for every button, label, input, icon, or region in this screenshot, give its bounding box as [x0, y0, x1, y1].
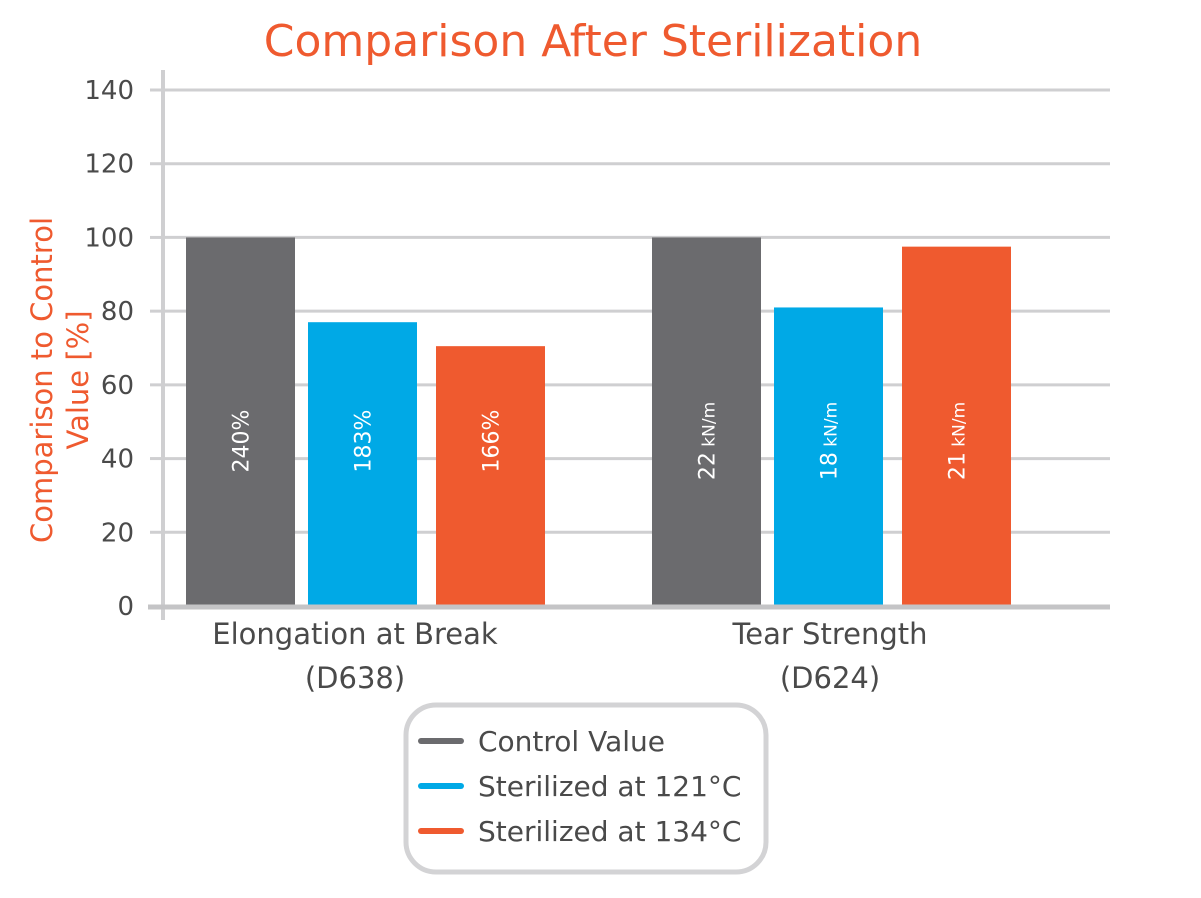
legend-label: Control Value — [478, 725, 665, 758]
bar — [186, 237, 295, 606]
bar-value: 21 — [946, 452, 971, 480]
bar — [774, 307, 883, 606]
bar-value-label: 183% — [352, 410, 377, 473]
x-tick-label: Tear Strength — [732, 617, 928, 651]
bar-value: 18 — [818, 452, 843, 480]
y-tick-label: 120 — [84, 150, 134, 180]
bar-value-label: 22 kN/m — [696, 402, 721, 480]
bar-value-label: 21 kN/m — [946, 402, 971, 480]
bar — [308, 322, 417, 606]
bar-value-label: 166% — [480, 410, 505, 473]
bar — [652, 237, 761, 606]
legend: Control Value Sterilized at 121°C Steriliz… — [403, 702, 769, 875]
legend-label: Sterilized at 121°C — [478, 770, 741, 803]
y-tick-label: 140 — [84, 76, 134, 106]
x-axis-ticks: Elongation at Break (D638) Tear Strength (D… — [212, 617, 927, 695]
bar-value-unit: kN/m — [700, 402, 720, 452]
chart-title: Comparison After Sterilization — [264, 16, 922, 67]
legend-box — [403, 702, 769, 875]
bar — [436, 346, 545, 606]
bar-value: 22 — [696, 452, 721, 480]
bars: 240% 183% 166% 22 kN/m18 kN/m21 kN/m — [186, 237, 1011, 606]
bar-value: 240% — [230, 410, 255, 473]
bar-value-unit: kN/m — [950, 402, 970, 452]
bar-value: 183% — [352, 410, 377, 473]
y-axis-label: Comparison to Control Value [%] — [25, 217, 95, 543]
bar — [902, 246, 1011, 606]
y-axis-label-line-1: Comparison to Control — [25, 217, 59, 543]
y-tick-label: 100 — [84, 223, 134, 253]
x-tick-label: (D638) — [305, 661, 405, 695]
bar-value: 166% — [480, 410, 505, 473]
y-tick-label: 80 — [101, 297, 134, 327]
legend-label: Sterilized at 134°C — [478, 815, 741, 848]
y-tick-label: 20 — [101, 518, 134, 548]
y-tick-label: 40 — [101, 445, 134, 475]
x-tick-label: (D624) — [780, 661, 880, 695]
bar-value-label: 18 kN/m — [818, 402, 843, 480]
x-tick-label: Elongation at Break — [212, 617, 498, 651]
y-tick-label: 60 — [101, 371, 134, 401]
bar-value-unit: kN/m — [822, 402, 842, 452]
axes — [148, 70, 1110, 620]
y-axis-ticks: 0 20 40 60 80 100 120 140 — [84, 76, 134, 622]
y-axis-label-line-2: Value [%] — [61, 310, 95, 449]
bar-value-label: 240% — [230, 410, 255, 473]
y-tick-label: 0 — [117, 592, 134, 622]
